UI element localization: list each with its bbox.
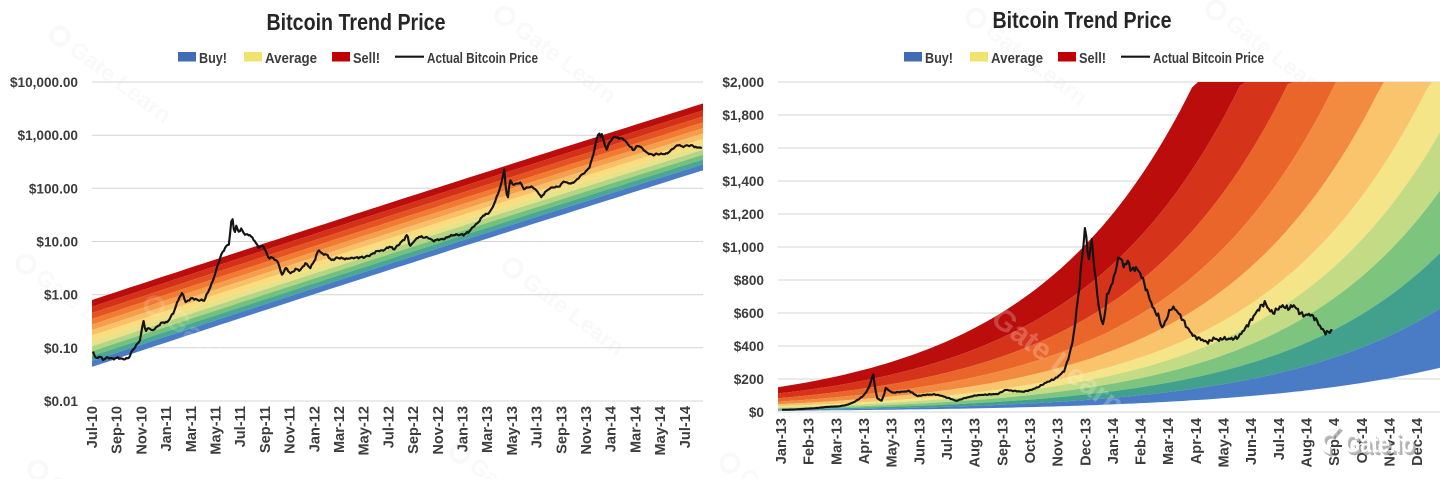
svg-text:Jul-13: Jul-13 bbox=[940, 418, 956, 460]
svg-text:Mar-12: Mar-12 bbox=[332, 406, 348, 453]
svg-text:$1.00: $1.00 bbox=[44, 288, 78, 303]
svg-text:$0.01: $0.01 bbox=[44, 394, 78, 409]
svg-text:May-13: May-13 bbox=[505, 406, 521, 455]
svg-text:Aug-14: Aug-14 bbox=[1300, 417, 1316, 467]
svg-text:$2,000: $2,000 bbox=[722, 75, 764, 90]
svg-text:$200: $200 bbox=[734, 372, 764, 387]
svg-text:May-11: May-11 bbox=[209, 406, 225, 455]
svg-text:Average: Average bbox=[265, 51, 317, 67]
svg-text:Nov-13: Nov-13 bbox=[1051, 418, 1067, 467]
svg-text:Jul-14: Jul-14 bbox=[678, 405, 694, 448]
svg-text:May-12: May-12 bbox=[357, 406, 373, 455]
svg-text:Nov-10: Nov-10 bbox=[134, 406, 150, 455]
svg-text:Mar-13: Mar-13 bbox=[829, 418, 845, 465]
svg-text:Mar-11: Mar-11 bbox=[184, 406, 200, 452]
svg-text:$1,000.00: $1,000.00 bbox=[18, 128, 78, 143]
svg-text:Mar-13: Mar-13 bbox=[480, 406, 496, 453]
svg-text:Jan-13: Jan-13 bbox=[456, 406, 472, 452]
svg-text:Oct-14: Oct-14 bbox=[1355, 417, 1371, 463]
svg-text:Gate.io: Gate.io bbox=[1344, 428, 1414, 458]
svg-text:$800: $800 bbox=[734, 273, 764, 288]
svg-text:Jun-14: Jun-14 bbox=[1244, 417, 1260, 465]
svg-text:Jan-12: Jan-12 bbox=[307, 406, 323, 452]
svg-text:Sep-10: Sep-10 bbox=[110, 406, 126, 454]
svg-text:Nov-13: Nov-13 bbox=[579, 406, 595, 455]
svg-text:Sell!: Sell! bbox=[353, 51, 380, 67]
svg-text:Bitcoin Trend Price: Bitcoin Trend Price bbox=[267, 9, 446, 35]
svg-text:Gate.io: Gate.io bbox=[1345, 430, 1415, 460]
svg-text:Apr-14: Apr-14 bbox=[1189, 417, 1205, 464]
svg-text:$600: $600 bbox=[734, 306, 764, 321]
svg-text:Dec-14: Dec-14 bbox=[1410, 417, 1426, 466]
svg-text:Jul-13: Jul-13 bbox=[530, 406, 546, 448]
svg-text:Actual Bitcoin Price: Actual Bitcoin Price bbox=[1153, 51, 1264, 67]
svg-text:$10,000.00: $10,000.00 bbox=[10, 75, 78, 90]
svg-text:Feb-14: Feb-14 bbox=[1134, 417, 1150, 465]
svg-text:Average: Average bbox=[991, 51, 1043, 67]
svg-text:Jul-11: Jul-11 bbox=[233, 406, 249, 447]
svg-text:Buy!: Buy! bbox=[925, 51, 953, 67]
svg-text:Apr-13: Apr-13 bbox=[857, 418, 873, 464]
svg-text:$0.10: $0.10 bbox=[44, 341, 78, 356]
svg-text:$400: $400 bbox=[734, 339, 764, 354]
svg-text:Sep-14: Sep-14 bbox=[1327, 417, 1343, 466]
svg-text:Bitcoin Trend Price: Bitcoin Trend Price bbox=[993, 7, 1172, 33]
svg-text:Sep-11: Sep-11 bbox=[258, 406, 274, 453]
svg-text:Sep-13: Sep-13 bbox=[995, 418, 1011, 466]
svg-text:Jun-13: Jun-13 bbox=[912, 418, 928, 465]
svg-text:Jan-14: Jan-14 bbox=[604, 405, 620, 452]
svg-text:Jul-12: Jul-12 bbox=[381, 406, 397, 448]
svg-text:Actual Bitcoin Price: Actual Bitcoin Price bbox=[427, 51, 538, 67]
svg-text:Nov-12: Nov-12 bbox=[431, 406, 447, 455]
svg-text:Jan-11: Jan-11 bbox=[159, 406, 175, 451]
svg-text:$0: $0 bbox=[749, 405, 764, 420]
svg-text:Jan-13: Jan-13 bbox=[774, 418, 790, 464]
svg-text:Feb-13: Feb-13 bbox=[802, 418, 818, 465]
svg-text:Jul-14: Jul-14 bbox=[1272, 417, 1288, 460]
svg-text:Dec-13: Dec-13 bbox=[1078, 418, 1094, 466]
svg-text:Jul-10: Jul-10 bbox=[85, 406, 101, 448]
svg-text:Aug-13: Aug-13 bbox=[968, 418, 984, 467]
svg-text:$1,200: $1,200 bbox=[722, 207, 764, 222]
svg-text:May-14: May-14 bbox=[1217, 417, 1233, 467]
svg-text:Nov-11: Nov-11 bbox=[283, 406, 299, 454]
svg-text:$1,800: $1,800 bbox=[722, 108, 764, 123]
svg-text:$1,600: $1,600 bbox=[722, 141, 764, 156]
svg-text:$1,000: $1,000 bbox=[722, 240, 764, 255]
svg-text:Jan-14: Jan-14 bbox=[1106, 417, 1122, 464]
svg-text:$1,400: $1,400 bbox=[722, 174, 764, 189]
svg-text:Sell!: Sell! bbox=[1079, 51, 1106, 67]
svg-text:May-14: May-14 bbox=[653, 405, 669, 455]
svg-text:Buy!: Buy! bbox=[199, 51, 227, 67]
svg-text:$10.00: $10.00 bbox=[36, 235, 78, 250]
svg-text:Sep-12: Sep-12 bbox=[406, 406, 422, 454]
svg-text:$100.00: $100.00 bbox=[29, 181, 78, 196]
svg-text:Gate.io: Gate.io bbox=[1347, 431, 1417, 461]
svg-text:May-13: May-13 bbox=[885, 418, 901, 467]
svg-text:Mar-14: Mar-14 bbox=[1161, 417, 1177, 465]
svg-text:Mar-14: Mar-14 bbox=[628, 405, 644, 453]
svg-text:Sep-13: Sep-13 bbox=[554, 406, 570, 454]
svg-text:Oct-13: Oct-13 bbox=[1023, 418, 1039, 463]
svg-text:Nov-14: Nov-14 bbox=[1383, 417, 1399, 467]
